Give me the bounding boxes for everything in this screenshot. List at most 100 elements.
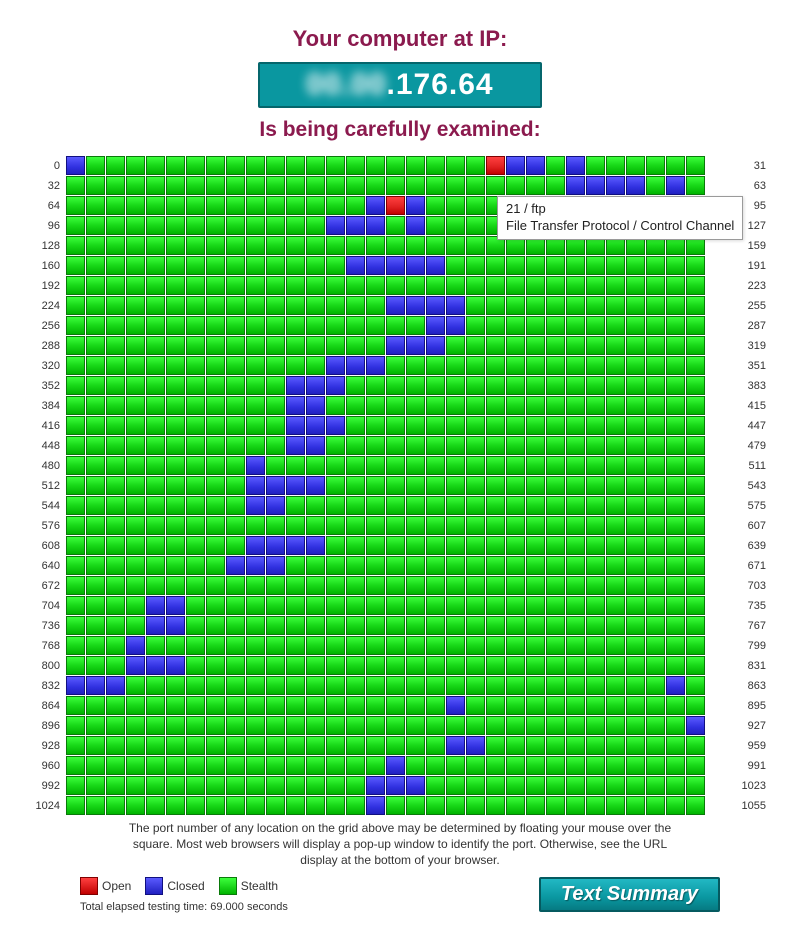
port-cell[interactable] — [566, 256, 585, 275]
port-cell[interactable] — [366, 476, 385, 495]
port-cell[interactable] — [686, 336, 705, 355]
port-cell[interactable] — [646, 716, 665, 735]
port-cell[interactable] — [366, 676, 385, 695]
port-cell[interactable] — [266, 236, 285, 255]
port-cell[interactable] — [166, 416, 185, 435]
port-cell[interactable] — [506, 536, 525, 555]
port-cell[interactable] — [246, 536, 265, 555]
port-cell[interactable] — [666, 316, 685, 335]
port-cell[interactable] — [606, 596, 625, 615]
port-cell[interactable] — [186, 716, 205, 735]
port-cell[interactable] — [586, 636, 605, 655]
port-cell[interactable] — [246, 776, 265, 795]
port-cell[interactable] — [646, 376, 665, 395]
port-cell[interactable] — [646, 456, 665, 475]
port-cell[interactable] — [86, 236, 105, 255]
port-cell[interactable] — [586, 616, 605, 635]
port-cell[interactable] — [526, 176, 545, 195]
port-cell[interactable] — [266, 276, 285, 295]
port-cell[interactable] — [466, 636, 485, 655]
port-cell[interactable] — [146, 376, 165, 395]
port-cell[interactable] — [246, 316, 265, 335]
port-cell[interactable] — [526, 456, 545, 475]
port-cell[interactable] — [106, 376, 125, 395]
port-cell[interactable] — [486, 756, 505, 775]
port-cell[interactable] — [206, 496, 225, 515]
port-cell[interactable] — [246, 796, 265, 815]
port-cell[interactable] — [646, 316, 665, 335]
port-cell[interactable] — [306, 536, 325, 555]
port-cell[interactable] — [426, 616, 445, 635]
port-cell[interactable] — [446, 436, 465, 455]
port-cell[interactable] — [226, 736, 245, 755]
port-cell[interactable] — [226, 456, 245, 475]
port-cell[interactable] — [666, 436, 685, 455]
port-cell[interactable] — [326, 236, 345, 255]
port-cell[interactable] — [166, 696, 185, 715]
port-cell[interactable] — [246, 156, 265, 175]
port-cell[interactable] — [146, 516, 165, 535]
port-cell[interactable] — [126, 396, 145, 415]
port-cell[interactable] — [386, 276, 405, 295]
port-cell[interactable] — [106, 416, 125, 435]
port-cell[interactable] — [226, 576, 245, 595]
port-cell[interactable] — [586, 296, 605, 315]
port-cell[interactable] — [606, 416, 625, 435]
port-cell[interactable] — [546, 716, 565, 735]
port-cell[interactable] — [346, 296, 365, 315]
port-cell[interactable] — [326, 696, 345, 715]
port-cell[interactable] — [606, 496, 625, 515]
port-cell[interactable] — [606, 556, 625, 575]
port-cell[interactable] — [486, 776, 505, 795]
port-cell[interactable] — [306, 396, 325, 415]
port-cell[interactable] — [226, 476, 245, 495]
port-cell[interactable] — [486, 156, 505, 175]
port-cell[interactable] — [286, 176, 305, 195]
port-cell[interactable] — [206, 456, 225, 475]
port-cell[interactable] — [66, 616, 85, 635]
port-cell[interactable] — [366, 616, 385, 635]
port-cell[interactable] — [306, 756, 325, 775]
port-cell[interactable] — [206, 596, 225, 615]
port-cell[interactable] — [146, 416, 165, 435]
port-cell[interactable] — [106, 236, 125, 255]
port-cell[interactable] — [286, 336, 305, 355]
port-cell[interactable] — [446, 776, 465, 795]
port-cell[interactable] — [66, 456, 85, 475]
port-cell[interactable] — [306, 656, 325, 675]
port-cell[interactable] — [306, 496, 325, 515]
port-cell[interactable] — [546, 736, 565, 755]
port-cell[interactable] — [166, 776, 185, 795]
port-cell[interactable] — [126, 276, 145, 295]
port-cell[interactable] — [206, 156, 225, 175]
port-cell[interactable] — [186, 596, 205, 615]
port-cell[interactable] — [226, 336, 245, 355]
port-cell[interactable] — [386, 296, 405, 315]
port-cell[interactable] — [86, 156, 105, 175]
port-cell[interactable] — [466, 576, 485, 595]
port-cell[interactable] — [486, 176, 505, 195]
port-cell[interactable] — [86, 256, 105, 275]
port-cell[interactable] — [66, 556, 85, 575]
port-cell[interactable] — [326, 476, 345, 495]
port-cell[interactable] — [286, 696, 305, 715]
port-cell[interactable] — [626, 476, 645, 495]
port-cell[interactable] — [386, 656, 405, 675]
port-cell[interactable] — [606, 256, 625, 275]
port-cell[interactable] — [126, 736, 145, 755]
port-cell[interactable] — [346, 516, 365, 535]
port-cell[interactable] — [126, 716, 145, 735]
port-cell[interactable] — [66, 776, 85, 795]
port-cell[interactable] — [106, 576, 125, 595]
port-cell[interactable] — [406, 716, 425, 735]
port-cell[interactable] — [626, 496, 645, 515]
port-cell[interactable] — [286, 576, 305, 595]
port-cell[interactable] — [666, 556, 685, 575]
port-cell[interactable] — [586, 656, 605, 675]
port-cell[interactable] — [386, 396, 405, 415]
port-cell[interactable] — [646, 796, 665, 815]
port-cell[interactable] — [546, 176, 565, 195]
port-cell[interactable] — [386, 476, 405, 495]
port-cell[interactable] — [386, 776, 405, 795]
port-cell[interactable] — [446, 556, 465, 575]
